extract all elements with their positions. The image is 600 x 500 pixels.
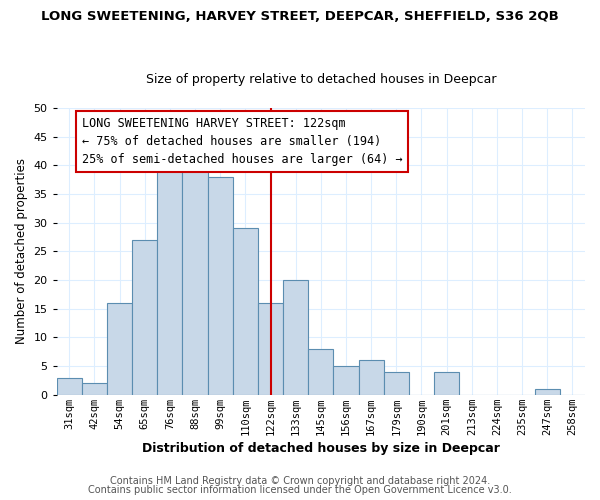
Bar <box>157 166 182 395</box>
Bar <box>208 177 233 395</box>
Bar <box>182 160 208 395</box>
Text: LONG SWEETENING, HARVEY STREET, DEEPCAR, SHEFFIELD, S36 2QB: LONG SWEETENING, HARVEY STREET, DEEPCAR,… <box>41 10 559 23</box>
Bar <box>308 349 334 395</box>
Bar <box>107 303 132 395</box>
Bar <box>359 360 384 395</box>
Bar <box>434 372 459 395</box>
Bar <box>233 228 258 395</box>
X-axis label: Distribution of detached houses by size in Deepcar: Distribution of detached houses by size … <box>142 442 500 455</box>
Text: LONG SWEETENING HARVEY STREET: 122sqm
← 75% of detached houses are smaller (194): LONG SWEETENING HARVEY STREET: 122sqm ← … <box>82 116 403 166</box>
Bar <box>258 303 283 395</box>
Title: Size of property relative to detached houses in Deepcar: Size of property relative to detached ho… <box>146 73 496 86</box>
Bar <box>132 240 157 395</box>
Bar <box>57 378 82 395</box>
Y-axis label: Number of detached properties: Number of detached properties <box>15 158 28 344</box>
Bar <box>283 280 308 395</box>
Bar <box>384 372 409 395</box>
Text: Contains public sector information licensed under the Open Government Licence v3: Contains public sector information licen… <box>88 485 512 495</box>
Bar <box>334 366 359 395</box>
Bar <box>82 384 107 395</box>
Text: Contains HM Land Registry data © Crown copyright and database right 2024.: Contains HM Land Registry data © Crown c… <box>110 476 490 486</box>
Bar <box>535 389 560 395</box>
